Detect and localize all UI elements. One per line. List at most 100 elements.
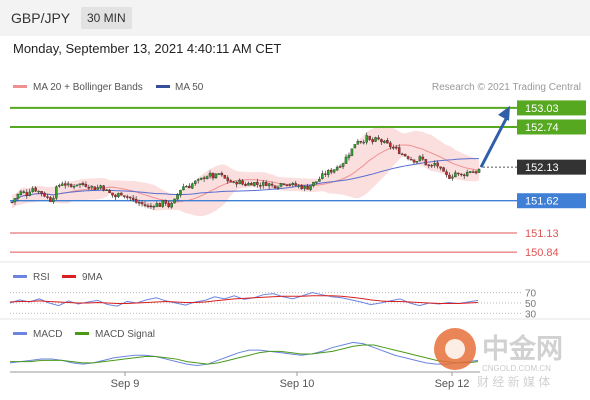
- candle-body: [34, 187, 37, 192]
- forecast-arrow-head: [498, 105, 510, 121]
- candle-body: [238, 180, 241, 185]
- candles: [10, 132, 481, 210]
- candle-body: [356, 141, 360, 145]
- candle-body: [253, 182, 256, 186]
- candle-body: [397, 147, 401, 155]
- candle-body: [199, 177, 203, 180]
- candle-body: [259, 185, 262, 187]
- candle-body: [261, 181, 265, 186]
- candle-body: [445, 171, 448, 175]
- candle-body: [409, 159, 413, 161]
- candle-body: [188, 185, 191, 189]
- candle-body: [241, 180, 244, 185]
- candle-body: [288, 184, 292, 186]
- rsi-legend: RSI 9MA: [13, 272, 103, 283]
- watermark: 中金网 CNGOLD.COM.CN 财 经 新 媒 体: [434, 328, 563, 389]
- candle-body: [297, 185, 300, 187]
- candle-body: [247, 183, 250, 186]
- macd-legend-label: MACD: [33, 329, 62, 340]
- candle-body: [134, 198, 138, 203]
- candle-body: [223, 174, 227, 179]
- x-tick-label: Sep 10: [280, 378, 315, 390]
- candle-body: [69, 184, 73, 187]
- candle-body: [84, 184, 88, 187]
- bollinger-legend-swatch: [13, 85, 27, 88]
- candle-body: [403, 154, 407, 157]
- candle-body: [149, 205, 153, 208]
- candle-body: [424, 159, 428, 166]
- candle-body: [347, 154, 351, 158]
- bollinger-band-area: [12, 125, 480, 217]
- candle-body: [353, 144, 357, 149]
- candle-body: [93, 186, 97, 191]
- timestamp: Monday, September 13, 2021 4:40:11 AM CE…: [13, 41, 282, 56]
- candle-body: [137, 202, 141, 204]
- candle-body: [276, 186, 280, 189]
- candle-body: [229, 180, 232, 183]
- candle-body: [406, 156, 410, 159]
- candle-body: [442, 167, 445, 172]
- timeframe-button[interactable]: 30 MIN: [81, 7, 132, 29]
- ma50-legend-label: MA 50: [175, 82, 204, 93]
- x-tick-label: Sep 9: [111, 378, 140, 390]
- candle-body: [471, 171, 475, 173]
- bollinger-legend-label: MA 20 + Bollinger Bands: [33, 82, 143, 93]
- candle-body: [99, 185, 102, 189]
- candle-body: [232, 181, 235, 183]
- rsi-ma-line: [9, 295, 479, 305]
- candle-body: [87, 186, 91, 189]
- candle-body: [285, 184, 289, 186]
- level-badge-152.13: [517, 159, 586, 175]
- candle-body: [468, 171, 472, 173]
- macd-line: [9, 341, 479, 366]
- candle-body: [152, 206, 156, 208]
- rsi-ma-legend-label: 9MA: [82, 272, 103, 283]
- candle-body: [40, 191, 43, 194]
- candle-body: [202, 177, 206, 179]
- candle-body: [52, 197, 55, 202]
- rsi-tick-70: 70: [525, 289, 537, 300]
- rsi-tick-50: 50: [525, 299, 537, 310]
- candle-body: [128, 196, 132, 199]
- candle-body: [102, 185, 105, 191]
- main-legend: MA 20 + Bollinger Bands MA 50 Research ©…: [13, 82, 581, 93]
- candle-body: [371, 139, 374, 143]
- candle-body: [415, 161, 419, 163]
- candle-body: [146, 205, 150, 207]
- symbol-label: GBP/JPY: [11, 10, 71, 26]
- watermark-logo-text: 中金网: [482, 333, 563, 364]
- candle-body: [338, 166, 342, 168]
- candle-body: [392, 147, 395, 149]
- candle-body: [430, 164, 433, 167]
- candle-body: [176, 194, 179, 200]
- level-label-153.03: 153.03: [525, 103, 559, 115]
- candle-body: [90, 185, 94, 188]
- macd-panel: [9, 341, 479, 366]
- candle-body: [395, 147, 398, 149]
- x-tick-label: Sep 12: [435, 378, 470, 390]
- candle-body: [19, 191, 23, 195]
- level-badge-153.03: [517, 100, 586, 116]
- candle-body: [267, 183, 271, 187]
- candle-body: [25, 192, 29, 196]
- candle-body: [377, 137, 380, 140]
- candle-body: [13, 198, 17, 203]
- candle-body: [31, 188, 34, 193]
- candle-body: [161, 200, 164, 207]
- candle-body: [329, 169, 333, 173]
- candle-body: [173, 198, 176, 204]
- candle-body: [341, 163, 345, 167]
- macd-signal-line: [10, 344, 479, 365]
- candle-body: [140, 202, 144, 205]
- level-label-152.74: 152.74: [525, 122, 559, 134]
- candle-body: [126, 196, 129, 198]
- candle-body: [108, 190, 111, 193]
- candle-body: [380, 139, 383, 143]
- candle-body: [22, 191, 26, 193]
- macd-signal-legend-swatch: [75, 332, 89, 335]
- candle-body: [465, 172, 469, 177]
- candle-body: [332, 169, 336, 173]
- candle-body: [226, 177, 230, 182]
- level-badge-152.74: [517, 119, 586, 135]
